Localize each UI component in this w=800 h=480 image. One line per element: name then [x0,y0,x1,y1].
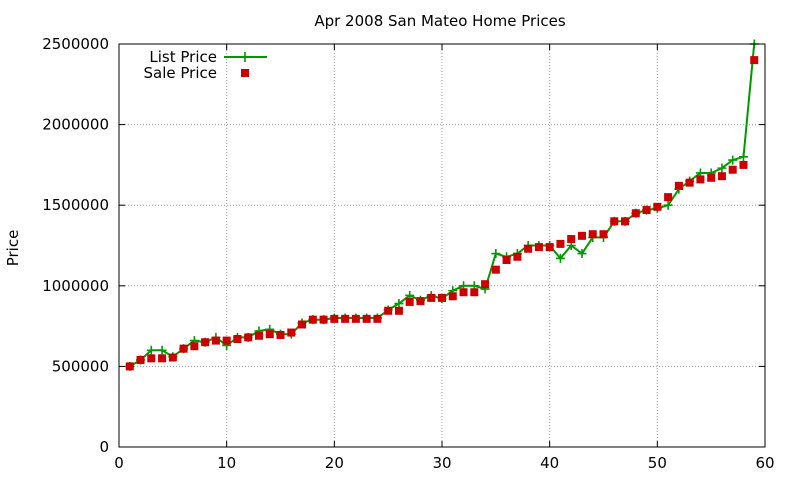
sale-price-point [610,217,619,226]
list-price-point [738,152,748,162]
legend-marker-list-price [240,52,250,62]
x-tick-label: 50 [648,454,667,472]
sale-price-point [147,354,156,363]
sale-price-point [211,336,220,345]
sale-price-point [696,175,705,184]
grid [119,44,765,447]
sale-price-point [481,280,490,289]
sale-price-point [362,314,371,323]
x-tick-label: 40 [540,454,559,472]
sale-price-point [373,314,382,323]
list-price-point [577,249,587,259]
list-price-point [491,249,501,259]
sale-price-point [265,330,274,339]
sale-price-point [384,306,393,315]
sale-price-point [567,235,576,244]
legend-label-list-price: List Price [149,48,217,66]
sale-price-point [750,56,759,65]
list-price-point [555,253,565,263]
list-price-point [394,299,404,309]
legend-label-sale-price: Sale Price [144,64,217,82]
sale-price-point [588,230,597,239]
sale-price-point [190,342,199,351]
sale-price-point [728,165,737,174]
sale-price-point [125,362,134,371]
sale-price-point [577,231,586,240]
sale-price-point [448,292,457,301]
sale-price-point [394,306,403,315]
sale-price-point [287,328,296,337]
sale-price-point [308,315,317,324]
sale-price-point [642,206,651,215]
axis-ticks: 0 10 20 30 40 50 60 0 500000 1000000 1500000 200000… [42,35,774,472]
sale-price-point [254,331,263,340]
sale-price-point [621,217,630,226]
sale-price-point [427,293,436,302]
y-tick-label: 2000000 [42,116,109,134]
sale-price-point [470,288,479,297]
plot-frame [118,43,766,448]
sale-price-point [513,252,522,261]
x-tick-label: 10 [217,454,236,472]
legend-marker-sale-price [241,69,249,77]
x-tick-label: 60 [755,454,774,472]
x-tick-label: 0 [114,454,124,472]
legend: List Price Sale Price [144,48,267,82]
sale-price-point [405,297,414,306]
sale-price-point [459,288,468,297]
sale-price-point [631,209,640,218]
sale-price-point [717,172,726,181]
list-price-point [146,345,156,355]
series-layer [125,39,759,371]
sale-price-point [653,202,662,211]
sale-price-point [351,314,360,323]
x-tick-label: 30 [432,454,451,472]
sale-price-point [674,181,683,190]
sale-price-point [244,333,253,342]
sale-price-point [179,344,188,353]
list-price-point [663,200,673,210]
y-tick-label: 0 [99,438,109,456]
sale-price-point [276,330,285,339]
sale-price-point [416,297,425,306]
sale-price-point [685,178,694,187]
x-tick-label: 20 [325,454,344,472]
chart-title: Apr 2008 San Mateo Home Prices [314,12,565,30]
list-price-point [717,163,727,173]
y-tick-label: 2500000 [42,35,109,53]
y-tick-label: 1500000 [42,196,109,214]
y-tick-label: 500000 [52,357,109,375]
sale-price-point [222,336,231,345]
sale-price-point [491,265,500,274]
sale-price-point [502,256,511,265]
sale-price-point [136,355,145,364]
sale-price-point [341,314,350,323]
sale-price-point [664,193,673,202]
sale-price-point [298,320,307,329]
sale-price-point [545,243,554,252]
sale-price-point [707,173,716,182]
sale-price-point [534,243,543,252]
sale-price-point [330,314,339,323]
y-axis-label: Price [4,230,22,267]
sale-price-point [201,338,210,347]
sale-price-point [233,334,242,343]
sale-price-point [168,353,177,362]
sale-price-point [319,315,328,324]
sale-price-point [438,293,446,302]
sale-price-point [739,160,748,169]
list-price-point [157,345,167,355]
list-price-point [728,155,738,165]
sale-price-point [599,230,608,239]
sale-price-point [524,244,533,253]
y-tick-label: 1000000 [42,277,109,295]
sale-price-point [556,239,565,248]
sale-price-point [158,354,167,363]
